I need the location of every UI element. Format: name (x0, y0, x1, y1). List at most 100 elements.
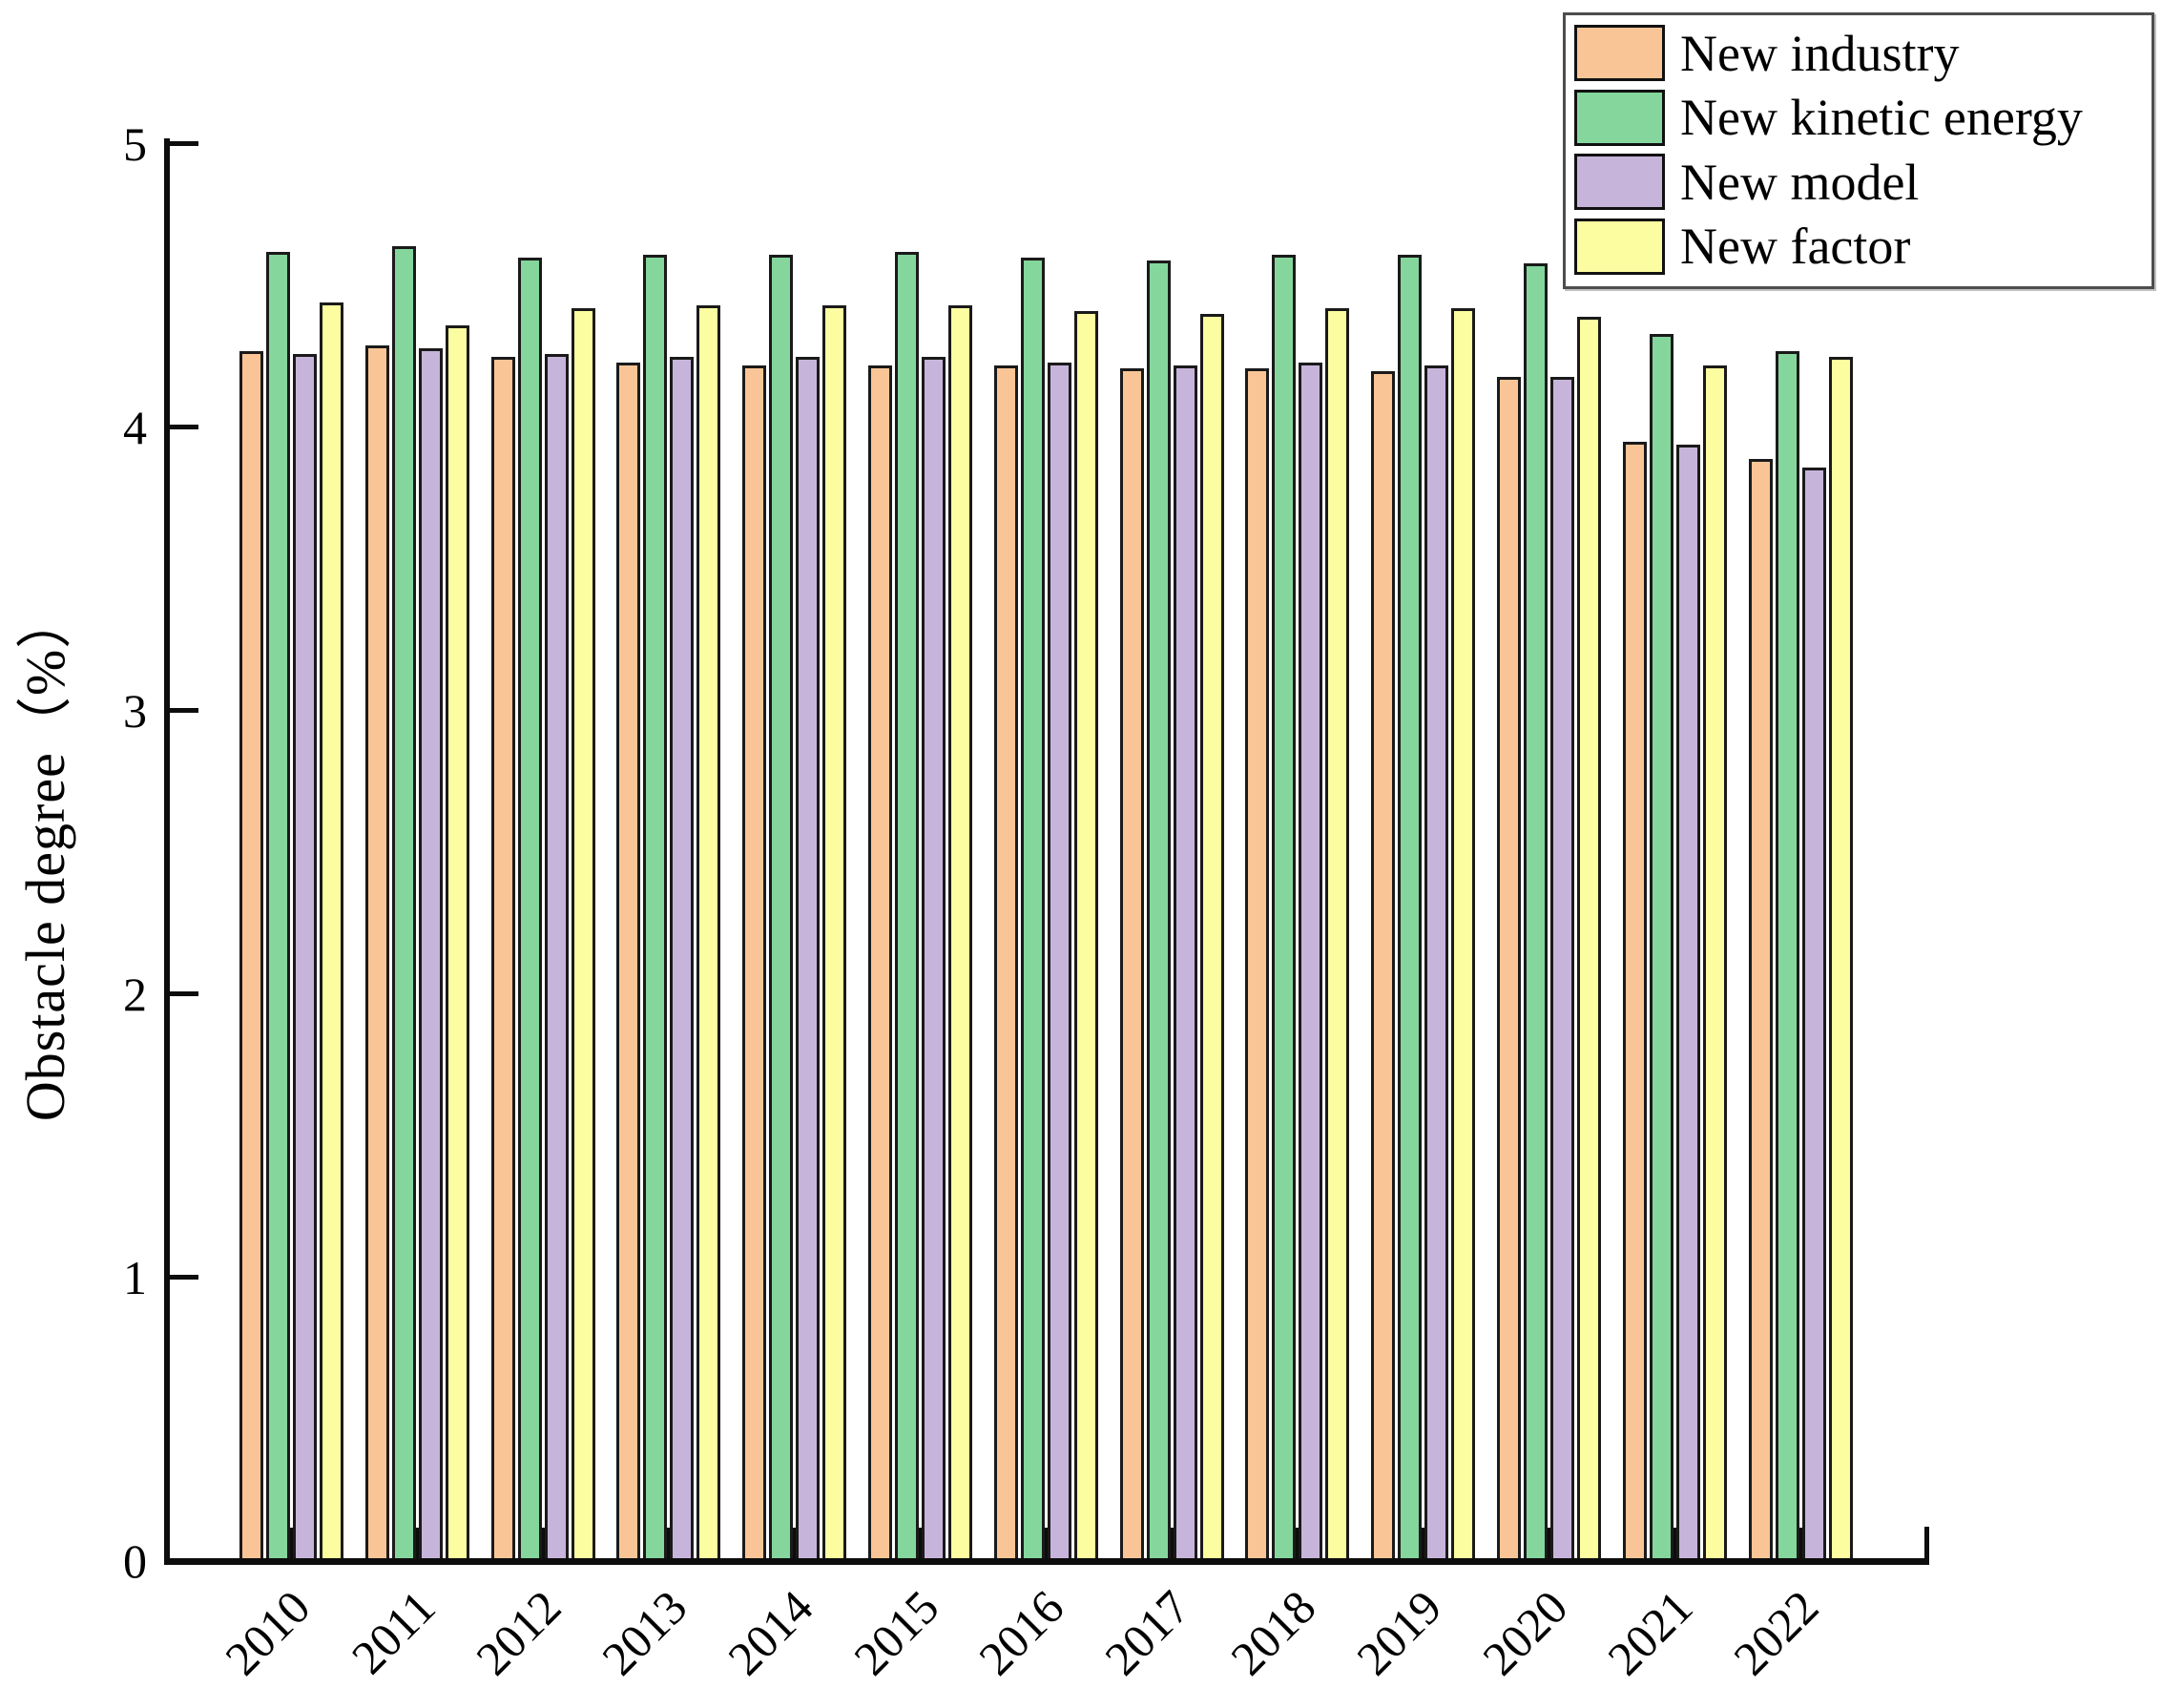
bar-new-factor-2014 (822, 305, 847, 1561)
bar-new-model-2016 (1047, 363, 1071, 1561)
bar-new-factor-2016 (1073, 311, 1098, 1561)
bar-new-model-2021 (1675, 445, 1700, 1561)
bar-new-factor-2010 (320, 302, 343, 1561)
x-tick-label-2014: 2014 (717, 1579, 823, 1686)
bar-new-kinetic-energy-2010 (266, 252, 290, 1561)
bar-new-factor-2018 (1325, 308, 1350, 1561)
bar-new-factor-2011 (445, 325, 469, 1561)
bar-new-model-2015 (922, 357, 946, 1561)
bar-new-industry-2017 (1119, 368, 1144, 1561)
x-tick (1295, 1528, 1300, 1558)
y-tick (170, 708, 198, 713)
x-tick (1547, 1528, 1551, 1558)
x-tick (540, 1528, 546, 1558)
x-tick-label-2021: 2021 (1597, 1579, 1703, 1686)
legend-swatch-new-model (1574, 154, 1665, 211)
bar-new-industry-2020 (1497, 377, 1521, 1561)
bar-new-model-2020 (1550, 377, 1574, 1561)
x-tick (1421, 1528, 1426, 1558)
y-tick (170, 141, 198, 146)
bar-new-model-2022 (1801, 468, 1826, 1561)
bar-new-industry-2012 (490, 357, 515, 1561)
legend-label-new-kinetic-energy: New kinetic energy (1680, 89, 2083, 147)
y-tick-label: 4 (123, 400, 147, 454)
legend: New industry New kinetic energy New model N… (1563, 12, 2154, 289)
bar-new-model-2014 (796, 357, 821, 1561)
x-tick-label-2022: 2022 (1723, 1579, 1829, 1686)
y-axis-line (164, 138, 170, 1565)
legend-label-new-factor: New factor (1680, 218, 1911, 276)
bar-new-kinetic-energy-2016 (1020, 258, 1045, 1561)
legend-item-new-industry: New industry (1574, 25, 2142, 81)
bar-new-factor-2015 (948, 305, 972, 1561)
y-tick (170, 1275, 198, 1280)
bar-new-factor-2022 (1828, 357, 1853, 1561)
bar-new-kinetic-energy-2020 (1524, 263, 1548, 1561)
x-tick-label-2017: 2017 (1094, 1579, 1200, 1686)
x-axis-end-tick (1924, 1527, 1929, 1558)
bar-new-model-2018 (1299, 363, 1323, 1561)
bar-new-factor-2013 (696, 305, 721, 1561)
bar-new-industry-2011 (364, 345, 389, 1561)
legend-swatch-new-factor (1574, 218, 1665, 275)
x-tick (1043, 1528, 1049, 1558)
y-tick-label: 2 (123, 967, 147, 1021)
y-tick (170, 425, 198, 429)
bar-new-industry-2014 (742, 365, 767, 1561)
legend-swatch-new-kinetic-energy (1574, 89, 1665, 146)
x-tick-label-2013: 2013 (592, 1579, 697, 1686)
y-tick-label: 0 (123, 1533, 147, 1588)
x-tick-label-2018: 2018 (1220, 1579, 1326, 1686)
bar-new-kinetic-energy-2017 (1146, 260, 1171, 1561)
bar-new-kinetic-energy-2022 (1775, 351, 1799, 1561)
bar-new-industry-2013 (616, 363, 641, 1561)
bar-new-industry-2016 (993, 365, 1018, 1561)
bar-new-industry-2021 (1622, 442, 1647, 1561)
bar-new-kinetic-energy-2014 (769, 255, 794, 1561)
x-tick (1169, 1528, 1175, 1558)
y-tick-label: 1 (123, 1250, 147, 1304)
bar-new-kinetic-energy-2019 (1398, 255, 1423, 1561)
x-tick (414, 1528, 420, 1558)
bar-new-factor-2019 (1451, 308, 1476, 1561)
y-tick-label: 3 (123, 683, 147, 738)
bar-new-model-2013 (670, 357, 695, 1561)
x-tick (1798, 1528, 1803, 1558)
x-tick-label-2019: 2019 (1345, 1579, 1452, 1686)
bar-new-factor-2012 (571, 308, 595, 1561)
bar-new-kinetic-energy-2021 (1649, 334, 1673, 1561)
y-tick (170, 991, 198, 996)
bar-new-industry-2010 (239, 351, 263, 1561)
x-tick-label-2016: 2016 (968, 1579, 1074, 1686)
x-tick-label-2020: 2020 (1471, 1579, 1577, 1686)
bar-new-kinetic-energy-2011 (391, 246, 416, 1561)
x-tick (289, 1528, 294, 1558)
bar-new-model-2010 (293, 354, 317, 1561)
legend-label-new-model: New model (1680, 153, 1920, 211)
legend-item-new-kinetic-energy: New kinetic energy (1574, 89, 2142, 147)
bar-new-kinetic-energy-2012 (517, 258, 542, 1561)
x-tick-label-2011: 2011 (341, 1579, 446, 1684)
bar-new-model-2012 (544, 354, 569, 1561)
bar-new-kinetic-energy-2018 (1272, 255, 1297, 1561)
bar-new-factor-2020 (1577, 317, 1601, 1561)
x-tick-label-2012: 2012 (466, 1579, 572, 1686)
x-tick-label-2015: 2015 (842, 1579, 948, 1686)
legend-item-new-factor: New factor (1574, 218, 2142, 276)
bar-new-model-2011 (418, 348, 443, 1561)
x-tick-label-2010: 2010 (214, 1579, 320, 1686)
bar-new-industry-2018 (1245, 368, 1270, 1561)
x-axis-line (164, 1558, 1929, 1565)
bar-new-industry-2022 (1748, 459, 1773, 1561)
x-tick (918, 1528, 923, 1558)
bar-new-factor-2017 (1199, 314, 1224, 1561)
bar-new-industry-2015 (868, 365, 892, 1561)
legend-item-new-model: New model (1574, 153, 2142, 211)
bar-new-model-2019 (1424, 365, 1449, 1561)
bar-new-kinetic-energy-2015 (895, 252, 919, 1561)
bar-new-model-2017 (1173, 365, 1197, 1561)
x-tick (1672, 1528, 1677, 1558)
bar-new-industry-2019 (1371, 371, 1396, 1561)
x-tick (792, 1528, 798, 1558)
